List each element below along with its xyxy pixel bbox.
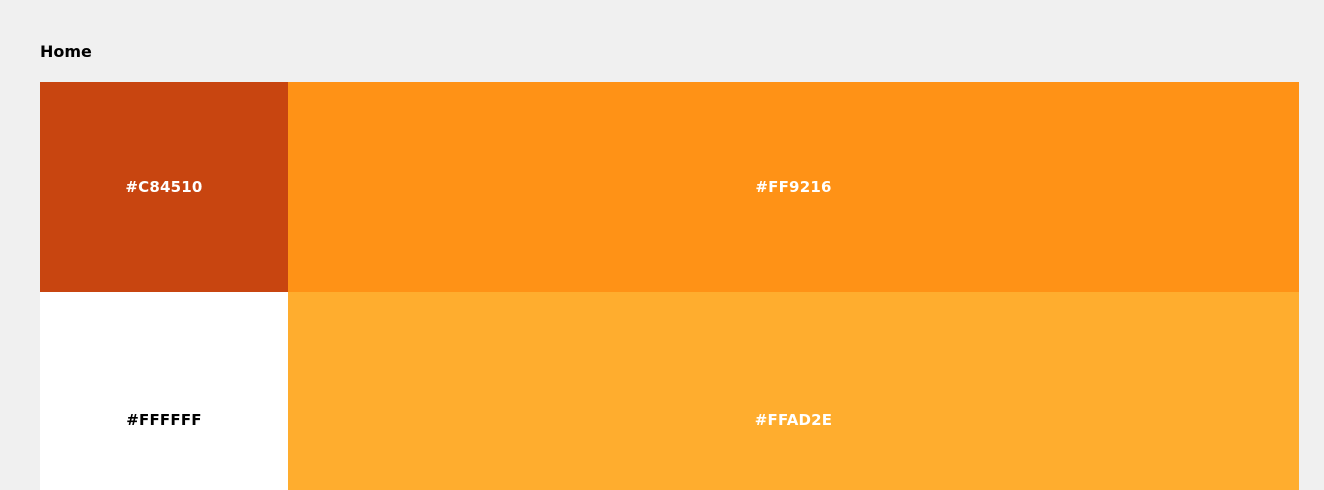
color-palette-grid: #C84510 #FF9216 #FFFFFF #FFAD2E	[40, 82, 1299, 490]
swatch-hex-label: #FFFFFF	[126, 411, 202, 429]
page-title: Home	[40, 42, 92, 61]
color-swatch-primary-light: #FFAD2E	[288, 292, 1299, 490]
color-swatch-white: #FFFFFF	[40, 292, 288, 490]
color-swatch-primary: #FF9216	[288, 82, 1299, 292]
color-swatch-primary-dark: #C84510	[40, 82, 288, 292]
swatch-hex-label: #FFAD2E	[754, 411, 833, 429]
swatch-hex-label: #FF9216	[755, 178, 832, 196]
swatch-hex-label: #C84510	[125, 178, 203, 196]
